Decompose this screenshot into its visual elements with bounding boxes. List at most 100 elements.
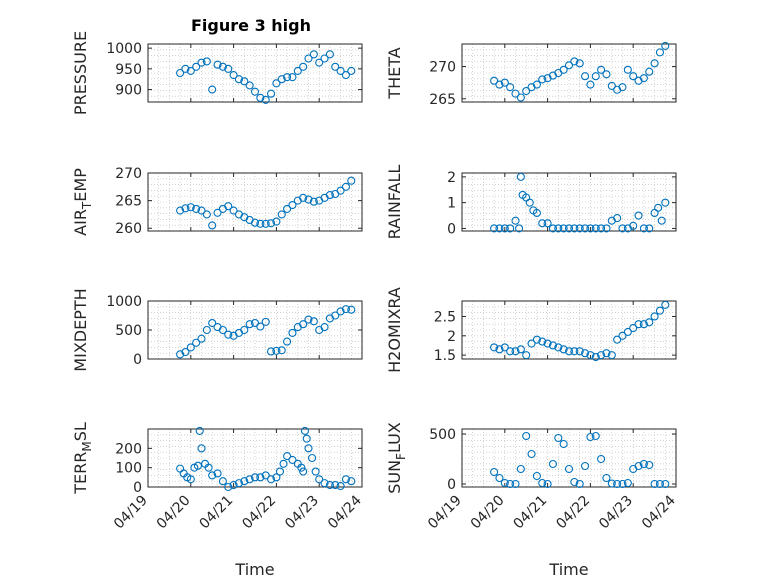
data-point — [516, 172, 525, 181]
data-point — [511, 347, 520, 356]
data-point — [240, 477, 249, 486]
data-point — [564, 347, 574, 356]
data-point — [266, 347, 276, 356]
data-point — [256, 93, 265, 102]
x-tick-label: 04/21 — [511, 493, 551, 533]
x-tick-label: 04/24 — [325, 492, 365, 532]
y-tick-label: 265 — [115, 194, 142, 210]
data-point — [192, 62, 201, 71]
data-point — [586, 224, 595, 233]
data-point — [336, 66, 345, 75]
data-point — [234, 479, 243, 488]
data-point — [283, 337, 292, 346]
data-point — [325, 191, 334, 200]
data-point — [655, 479, 665, 489]
data-point — [325, 50, 334, 59]
data-point — [575, 224, 584, 233]
data-point — [218, 62, 227, 71]
data-point — [204, 463, 213, 472]
data-point — [500, 478, 509, 488]
data-point — [288, 200, 297, 210]
axes-sun-flux: 0 500 04/19 04/20 04/21 04/22 04/23 04/24 Time SU… — [385, 422, 679, 579]
y-axis-label: H2OMIXRA — [385, 287, 404, 373]
data-point — [309, 50, 318, 59]
data-point — [347, 176, 356, 185]
data-point — [192, 204, 201, 213]
y-tick-label: 100 — [115, 461, 142, 477]
x-tick-label: 04/23 — [596, 493, 636, 533]
data-point — [495, 345, 504, 354]
data-point — [564, 464, 574, 474]
data-point — [645, 318, 654, 327]
data-point — [181, 204, 190, 213]
data-point — [261, 219, 270, 228]
data-point — [613, 335, 622, 344]
data-point — [234, 328, 243, 337]
data-point — [613, 479, 622, 489]
data-point — [277, 75, 286, 84]
data-point — [586, 80, 595, 89]
y-tick-label: 2 — [447, 329, 456, 345]
data-point — [591, 431, 600, 441]
data-point — [645, 67, 654, 76]
data-point — [299, 62, 308, 71]
data-point — [586, 351, 595, 360]
data-point — [538, 75, 547, 84]
data-point — [213, 469, 222, 478]
data-point — [655, 48, 665, 57]
data-point — [575, 347, 584, 356]
data-point — [591, 72, 600, 81]
data-point — [218, 477, 227, 486]
data-point — [559, 439, 568, 449]
data-point — [554, 224, 563, 233]
data-point — [522, 86, 531, 96]
data-point — [288, 73, 297, 82]
axes-air-temp: 260 265 270 AIRTEMP — [71, 166, 363, 237]
data-point — [224, 202, 233, 211]
axes-frame — [461, 300, 677, 360]
y-axis-label: AIRTEMP — [71, 168, 94, 236]
y-tick-label: 200 — [115, 441, 142, 457]
data-point — [506, 224, 515, 233]
y-tick-label: 500 — [429, 427, 456, 443]
data-point — [500, 343, 509, 352]
data-point — [516, 464, 525, 474]
y-tick-label: 270 — [429, 60, 456, 76]
data-point — [645, 224, 654, 233]
data-point — [570, 477, 579, 487]
data-point — [532, 208, 541, 218]
data-point — [208, 471, 217, 480]
data-point — [304, 54, 313, 63]
data-point — [586, 432, 595, 442]
x-tick-label: 04/24 — [639, 492, 679, 532]
data-point — [208, 85, 217, 94]
data-point — [256, 322, 265, 331]
x-axis-label: Time — [234, 560, 274, 579]
data-point — [655, 306, 665, 315]
data-point — [293, 66, 302, 75]
y-tick-label: 1000 — [106, 294, 142, 310]
data-point — [266, 219, 276, 228]
data-point — [591, 353, 600, 362]
data-point — [607, 351, 616, 360]
y-tick-label: 500 — [115, 323, 142, 339]
data-point — [506, 83, 515, 92]
data-point — [195, 426, 204, 435]
y-tick-label: 260 — [115, 221, 142, 237]
x-tick-label: 04/19 — [111, 493, 151, 533]
x-tick-label: 04/22 — [239, 493, 279, 533]
data-point — [629, 72, 638, 81]
data-point — [500, 78, 509, 87]
data-point — [279, 459, 288, 468]
axes-pressure: 900 950 1000 PRESSURE — [71, 31, 363, 115]
data-point — [639, 459, 648, 469]
data-point — [500, 224, 509, 233]
y-tick-label: 1 — [447, 196, 456, 212]
x-tick-label: 04/22 — [553, 493, 593, 533]
data-point — [522, 351, 531, 360]
data-point — [240, 77, 249, 86]
y-tick-label: 1.5 — [434, 348, 456, 364]
data-point — [639, 74, 648, 83]
y-tick-label: 270 — [115, 166, 142, 182]
data-point — [661, 198, 670, 207]
